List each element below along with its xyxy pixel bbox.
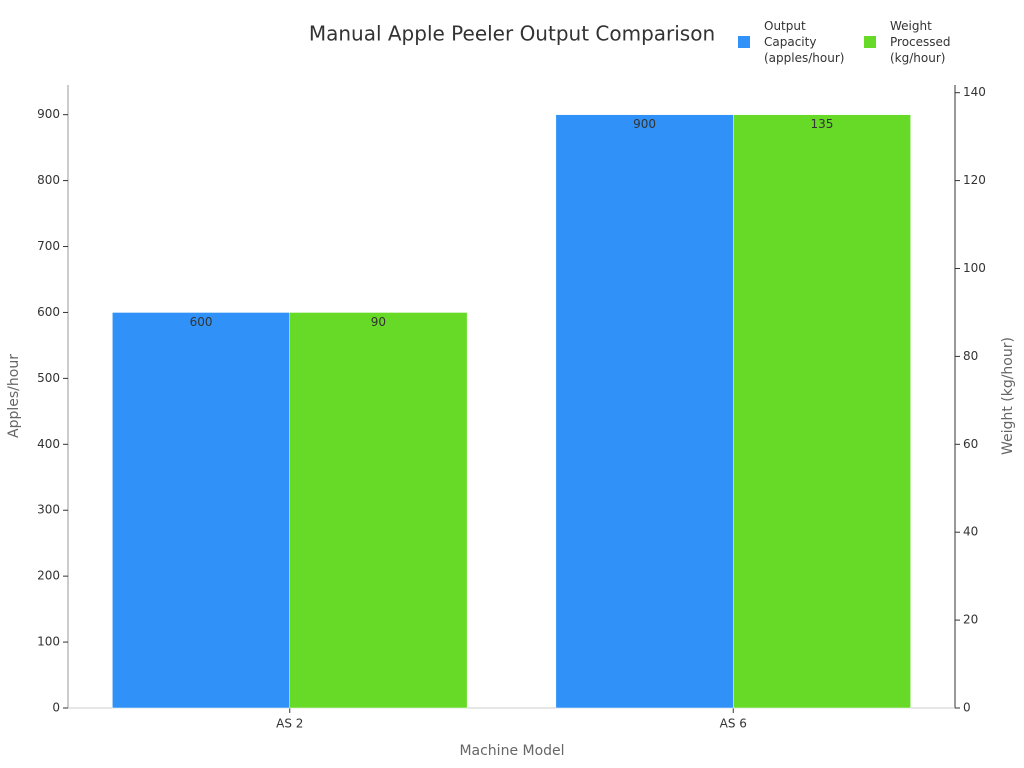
y-tick-label: 500	[37, 371, 60, 385]
y-tick-label: 300	[37, 503, 60, 517]
bar	[733, 114, 911, 709]
x-tick-label: AS 6	[720, 717, 747, 731]
y2-tick-label: 0	[963, 701, 971, 715]
data-label: 900	[633, 117, 656, 131]
legend-swatch	[864, 36, 876, 48]
legend-swatch	[738, 36, 750, 48]
y-tick-label: 100	[37, 635, 60, 649]
y2-tick-label: 40	[963, 525, 978, 539]
data-label: 600	[190, 315, 213, 329]
y-tick-label: 700	[37, 239, 60, 253]
y-tick-label: 0	[52, 701, 60, 715]
bar	[555, 114, 734, 709]
y-tick-label: 400	[37, 437, 60, 451]
y2-tick-label: 80	[963, 349, 978, 363]
y2-tick-label: 120	[963, 173, 986, 187]
x-tick-label: AS 2	[276, 717, 303, 731]
data-label: 135	[810, 117, 833, 131]
y-tick-label: 800	[37, 173, 60, 187]
y-tick-label: 900	[37, 107, 60, 121]
y2-tick-label: 20	[963, 613, 978, 627]
legend-item: Weight Processed (kg/hour)	[864, 18, 975, 66]
y2-tick-label: 60	[963, 437, 978, 451]
legend-label: Weight Processed (kg/hour)	[890, 19, 951, 65]
y-axis-label: Apples/hour	[6, 354, 22, 438]
y2-tick-label: 140	[963, 85, 986, 99]
y-tick-label: 200	[37, 569, 60, 583]
bar	[112, 312, 290, 709]
x-axis-label: Machine Model	[459, 743, 564, 759]
y-tick-label: 600	[37, 305, 60, 319]
data-label: 90	[371, 315, 386, 329]
chart-title: Manual Apple Peeler Output Comparison	[309, 22, 715, 46]
bar	[289, 312, 468, 709]
legend-label: Output Capacity (apples/hour)	[764, 19, 845, 65]
legend-item: Output Capacity (apples/hour)	[738, 18, 849, 66]
y2-axis-label: Weight (kg/hour)	[1000, 337, 1016, 455]
y2-tick-label: 100	[963, 261, 986, 275]
